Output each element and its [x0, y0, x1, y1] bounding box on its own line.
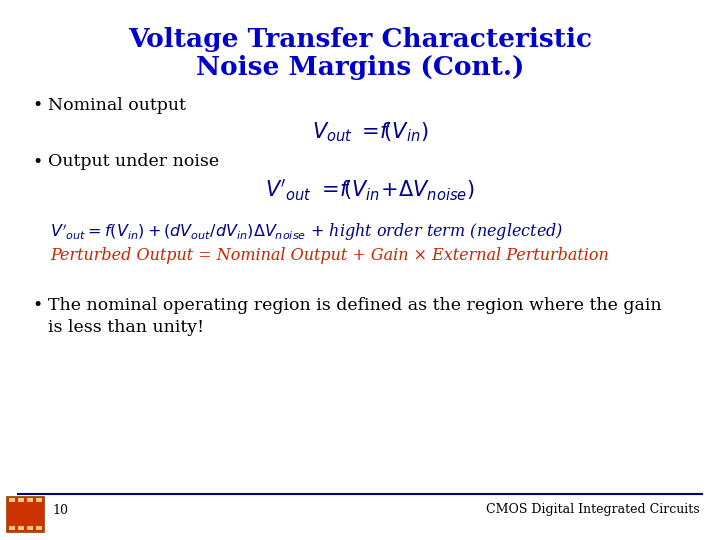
FancyBboxPatch shape — [36, 526, 42, 530]
Text: The nominal operating region is defined as the region where the gain: The nominal operating region is defined … — [48, 296, 662, 314]
Text: $V_{out}\ =\!f\!(V_{in})$: $V_{out}\ =\!f\!(V_{in})$ — [312, 120, 428, 144]
FancyBboxPatch shape — [18, 498, 24, 502]
Text: Perturbed Output = Nominal Output + Gain × External Perturbation: Perturbed Output = Nominal Output + Gain… — [50, 247, 608, 265]
FancyBboxPatch shape — [18, 526, 24, 530]
Text: CMOS Digital Integrated Circuits: CMOS Digital Integrated Circuits — [487, 503, 700, 516]
FancyBboxPatch shape — [9, 498, 15, 502]
Text: Nominal output: Nominal output — [48, 97, 186, 113]
Text: 10: 10 — [52, 503, 68, 516]
Text: Output under noise: Output under noise — [48, 153, 219, 171]
Text: •: • — [32, 296, 42, 314]
FancyBboxPatch shape — [36, 498, 42, 502]
Text: Voltage Transfer Characteristic: Voltage Transfer Characteristic — [128, 28, 592, 52]
FancyBboxPatch shape — [6, 496, 44, 532]
FancyBboxPatch shape — [27, 498, 33, 502]
Text: $V'_{out}\ =\!f\!(V_{in}\!+\!\Delta V_{noise})$: $V'_{out}\ =\!f\!(V_{in}\!+\!\Delta V_{n… — [265, 177, 475, 203]
Text: is less than unity!: is less than unity! — [48, 319, 204, 335]
Text: •: • — [32, 96, 42, 114]
Text: •: • — [32, 153, 42, 171]
Text: $V'_{out} = f(V_{in}) + (dV_{out}/dV_{in})\Delta V_{noise}$ $+$ hight order term: $V'_{out} = f(V_{in}) + (dV_{out}/dV_{in… — [50, 221, 563, 242]
FancyBboxPatch shape — [9, 526, 15, 530]
Text: Noise Margins (Cont.): Noise Margins (Cont.) — [196, 56, 524, 80]
FancyBboxPatch shape — [27, 526, 33, 530]
